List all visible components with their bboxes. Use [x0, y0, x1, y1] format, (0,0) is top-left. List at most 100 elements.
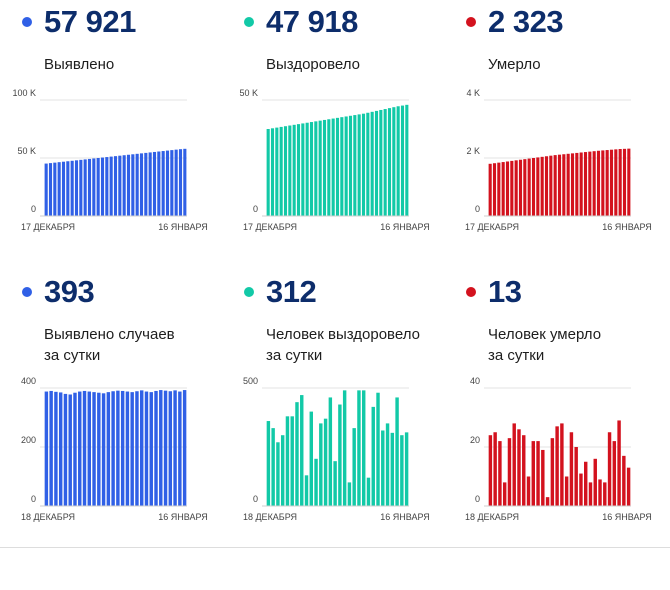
- x-tick-label-start: 17 ДЕКАБРЯ: [21, 222, 75, 232]
- bar: [531, 158, 536, 216]
- y-tick-label: 4 K: [466, 88, 480, 98]
- bar: [340, 117, 344, 216]
- bar: [400, 435, 404, 506]
- bar: [78, 391, 82, 506]
- bar: [549, 155, 553, 216]
- bar: [392, 107, 396, 216]
- bar: [335, 117, 340, 216]
- bar: [57, 162, 61, 216]
- bar: [122, 155, 126, 216]
- bar: [381, 430, 385, 506]
- deaths-total-value: 2 323: [488, 4, 564, 39]
- recovered-daily-value: 312: [266, 274, 317, 309]
- bar: [601, 150, 605, 216]
- bar: [583, 152, 588, 216]
- deaths-daily-label-line-2: за сутки: [488, 347, 545, 364]
- y-tick-label: 50 K: [17, 146, 36, 156]
- bar: [120, 390, 125, 506]
- bar: [574, 447, 578, 506]
- bar: [44, 391, 49, 506]
- bar: [92, 392, 96, 506]
- bar: [74, 160, 79, 216]
- cases-total-chart: 0 50 K 100 K 17 ДЕКАБРЯ 16 ЯНВАРЯ: [12, 88, 208, 232]
- bar: [92, 158, 96, 216]
- recovered-daily-chart: 0 500 18 ДЕКАБРЯ 16 ЯНВАРЯ: [243, 376, 430, 522]
- bar: [318, 120, 322, 216]
- bar: [178, 149, 183, 216]
- bar: [79, 159, 83, 216]
- bar: [347, 482, 352, 506]
- bar: [569, 432, 574, 506]
- x-tick-label-end: 16 ЯНВАРЯ: [380, 222, 430, 232]
- bar: [387, 108, 392, 216]
- bar: [309, 411, 313, 506]
- bar: [626, 467, 631, 506]
- bar: [130, 392, 134, 506]
- y-tick-label: 2 K: [466, 146, 480, 156]
- bar: [82, 390, 87, 506]
- bar: [609, 149, 614, 216]
- bar: [163, 390, 168, 506]
- bar: [288, 125, 292, 216]
- y-tick-label: 0: [475, 494, 480, 504]
- bar: [527, 158, 531, 216]
- x-tick-label-end: 16 ЯНВАРЯ: [158, 222, 208, 232]
- bar: [157, 151, 161, 216]
- y-tick-label: 20: [470, 435, 480, 445]
- bar: [105, 157, 109, 216]
- x-tick-label-end: 16 ЯНВАРЯ: [380, 512, 430, 522]
- bar: [366, 477, 371, 506]
- bar: [344, 116, 348, 216]
- bar: [116, 390, 120, 506]
- bar: [553, 155, 557, 216]
- bar: [353, 115, 357, 216]
- bar: [283, 126, 288, 216]
- recovered-daily-label-line-2: за сутки: [266, 347, 323, 364]
- bar: [309, 122, 314, 216]
- bar: [126, 154, 131, 216]
- deaths-daily-label-line-1: Человек умерло: [488, 326, 602, 343]
- bar: [333, 461, 337, 506]
- y-tick-label: 0: [253, 494, 258, 504]
- y-tick-label: 100 K: [12, 88, 36, 98]
- bar: [362, 390, 366, 506]
- bar: [612, 441, 617, 506]
- deaths-total-label-line-1: Умерло: [488, 56, 541, 73]
- bar: [279, 126, 283, 216]
- bar: [170, 150, 174, 216]
- y-tick-label: 0: [31, 494, 36, 504]
- bar: [404, 432, 409, 506]
- bar: [342, 390, 347, 506]
- bar: [296, 124, 301, 216]
- bar: [502, 482, 507, 506]
- bar: [618, 149, 622, 216]
- bar: [152, 151, 157, 216]
- bar: [148, 152, 152, 216]
- bar: [54, 391, 58, 506]
- bar: [87, 391, 91, 506]
- bar: [374, 110, 379, 216]
- bar: [498, 441, 502, 506]
- bar: [396, 106, 400, 216]
- bar: [383, 109, 387, 216]
- bar: [366, 112, 370, 216]
- bar: [271, 428, 275, 506]
- bar: [149, 392, 153, 506]
- bar: [505, 161, 510, 216]
- bar: [541, 449, 545, 506]
- bar: [285, 416, 290, 506]
- bar: [97, 392, 101, 506]
- bar: [61, 161, 66, 216]
- cases-daily-label-line-2: за сутки: [44, 347, 101, 364]
- bar: [488, 435, 493, 506]
- bar: [584, 461, 588, 506]
- bar: [319, 423, 323, 506]
- bar: [144, 391, 149, 506]
- bar: [139, 153, 144, 216]
- bar: [144, 152, 148, 216]
- bar: [135, 391, 139, 506]
- cases-total-label-line-1: Выявлено: [44, 56, 115, 73]
- bar: [371, 406, 375, 506]
- bar: [173, 390, 177, 506]
- bar: [96, 158, 100, 216]
